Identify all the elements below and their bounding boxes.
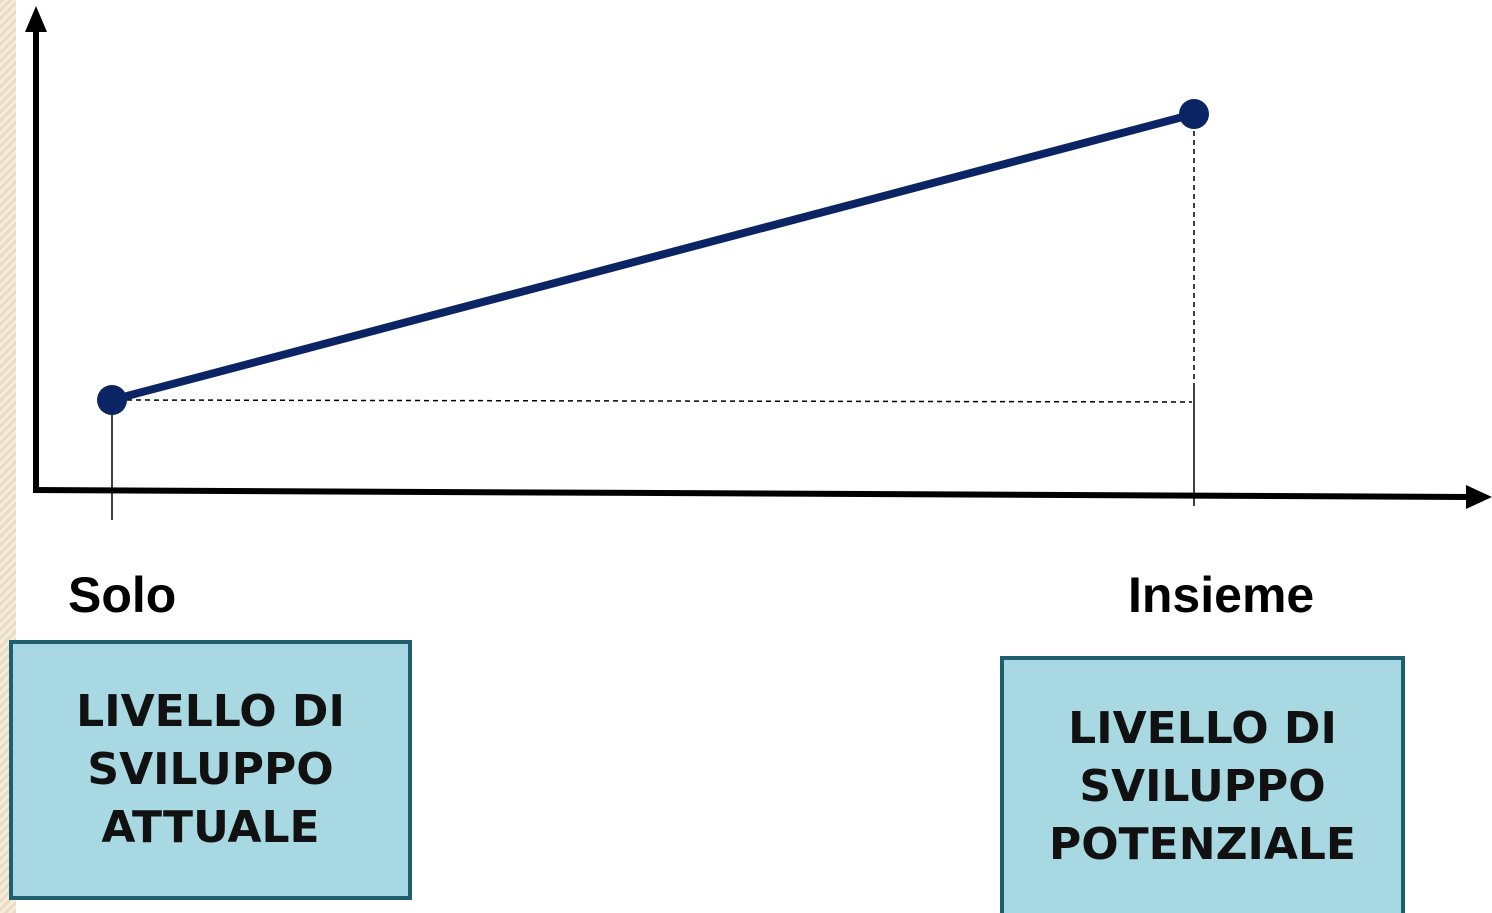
box-actual-line-1: LIVELLO DI — [76, 686, 345, 737]
y-axis-arrowhead — [25, 6, 47, 32]
box-actual-line-2: SVILUPPO — [87, 744, 334, 795]
box-potential-line-3: POTENZIALE — [1049, 818, 1356, 870]
box-actual-development-level: LIVELLO DI SVILUPPO ATTUALE — [9, 640, 412, 900]
box-potential-line-2: SVILUPPO — [1079, 760, 1326, 812]
x-axis — [32, 487, 1471, 500]
label-solo: Solo — [68, 567, 177, 623]
dashed-horizontal-guide — [117, 399, 1193, 403]
label-insieme: Insieme — [1128, 567, 1315, 623]
series-layer — [97, 99, 1209, 415]
series-line — [110, 110, 1196, 404]
box-actual-line-3: ATTUALE — [101, 802, 320, 853]
point-insieme — [1179, 99, 1209, 129]
point-solo — [97, 385, 127, 415]
box-potential-line-1: LIVELLO DI — [1068, 702, 1337, 754]
box-potential-development-level: LIVELLO DI SVILUPPO POTENZIALE — [1000, 656, 1405, 913]
x-axis-arrowhead — [1466, 485, 1492, 509]
